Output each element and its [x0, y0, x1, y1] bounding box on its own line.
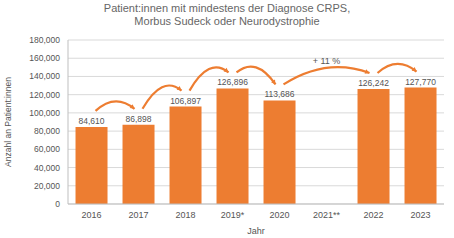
svg-text:120,000: 120,000 [29, 90, 60, 100]
svg-text:100,000: 100,000 [29, 108, 60, 118]
svg-text:2019*: 2019* [221, 210, 245, 220]
svg-text:2023: 2023 [410, 210, 430, 220]
svg-text:0: 0 [55, 199, 60, 209]
svg-text:140,000: 140,000 [29, 71, 60, 81]
svg-text:2021**: 2021** [313, 210, 341, 220]
svg-text:+ 11 %: + 11 % [313, 56, 341, 66]
svg-text:60,000: 60,000 [34, 144, 60, 154]
svg-text:2017: 2017 [128, 210, 148, 220]
svg-text:127,770: 127,770 [405, 77, 436, 87]
svg-text:126,896: 126,896 [217, 77, 248, 87]
svg-text:126,242: 126,242 [358, 78, 389, 88]
svg-text:84,610: 84,610 [79, 116, 105, 126]
svg-text:Jahr: Jahr [247, 226, 265, 236]
svg-text:Anzahl an Patient:innen: Anzahl an Patient:innen [8, 77, 13, 167]
svg-text:113,686: 113,686 [264, 89, 294, 99]
svg-text:80,000: 80,000 [34, 126, 60, 136]
svg-text:180,000: 180,000 [29, 35, 60, 45]
svg-text:20,000: 20,000 [34, 181, 60, 191]
svg-text:2022: 2022 [363, 210, 383, 220]
svg-text:2016: 2016 [81, 210, 101, 220]
svg-text:2020: 2020 [269, 210, 289, 220]
html-text:Patient:innen mit mindestens d: Patient:innen mit mindestens der Diagnos… [103, 2, 351, 27]
svg-text:86,898: 86,898 [126, 114, 152, 124]
svg-text:160,000: 160,000 [29, 53, 60, 63]
svg-text:40,000: 40,000 [34, 163, 60, 173]
svg-text:106,897: 106,897 [170, 96, 201, 106]
svg-text:2018: 2018 [175, 210, 195, 220]
